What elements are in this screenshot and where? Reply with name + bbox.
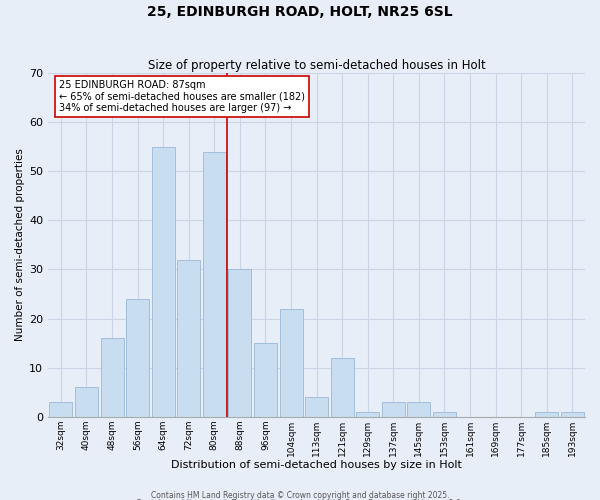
Bar — [254, 343, 277, 416]
Bar — [433, 412, 456, 416]
Bar — [535, 412, 558, 416]
Bar — [152, 147, 175, 416]
Bar — [126, 299, 149, 416]
Bar — [407, 402, 430, 416]
Bar — [305, 397, 328, 416]
Bar — [101, 338, 124, 416]
Bar — [561, 412, 584, 416]
Bar — [49, 402, 73, 416]
Bar — [382, 402, 405, 416]
Bar — [75, 387, 98, 416]
Bar — [331, 358, 353, 416]
Title: Size of property relative to semi-detached houses in Holt: Size of property relative to semi-detach… — [148, 59, 485, 72]
Bar — [177, 260, 200, 416]
Bar — [280, 308, 302, 416]
Text: 25, EDINBURGH ROAD, HOLT, NR25 6SL: 25, EDINBURGH ROAD, HOLT, NR25 6SL — [147, 5, 453, 19]
X-axis label: Distribution of semi-detached houses by size in Holt: Distribution of semi-detached houses by … — [171, 460, 462, 470]
Bar — [229, 270, 251, 416]
Y-axis label: Number of semi-detached properties: Number of semi-detached properties — [15, 148, 25, 342]
Bar — [356, 412, 379, 416]
Text: 25 EDINBURGH ROAD: 87sqm
← 65% of semi-detached houses are smaller (182)
34% of : 25 EDINBURGH ROAD: 87sqm ← 65% of semi-d… — [59, 80, 305, 113]
Bar — [203, 152, 226, 416]
Text: Contains HM Land Registry data © Crown copyright and database right 2025.: Contains HM Land Registry data © Crown c… — [151, 490, 449, 500]
